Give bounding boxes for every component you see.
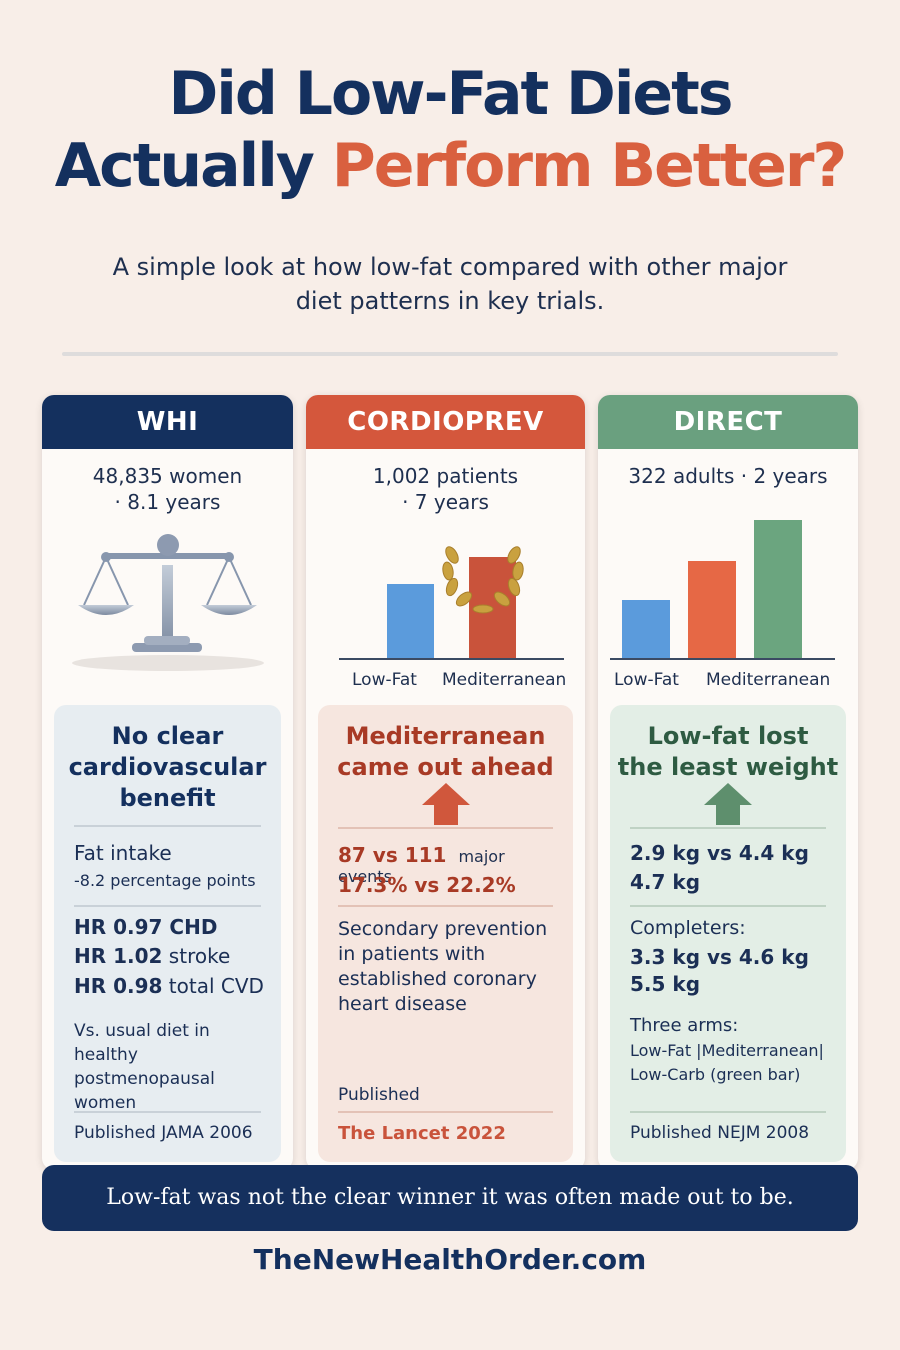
conclusion-banner: Low-fat was not the clear winner it was … [42, 1165, 858, 1231]
cordioprev-summary-panel: Mediterranean came out ahead 87 vs 111 ma… [318, 705, 573, 1162]
direct-verdict: Low-fat lost the least weight [610, 721, 846, 783]
whi-fat-intake-label: Fat intake [74, 841, 172, 865]
whi-hr-chd: HR 0.97 CHD [74, 915, 218, 939]
direct-summary-panel: Low-fat lost the least weight 2.9 kg vs … [610, 705, 846, 1162]
direct-label-low-fat: Low-Fat [614, 670, 679, 690]
cordioprev-axis [339, 658, 564, 660]
whi-duration: · 8.1 years [114, 490, 221, 514]
direct-published: Published NEJM 2008 [630, 1123, 810, 1143]
whi-summary-panel: No clear cardiovascular benefit Fat inta… [54, 705, 281, 1162]
whi-hr-cvd-unit: total CVD [162, 974, 264, 998]
direct-label-mediterranean: Mediterranean [706, 670, 831, 690]
whi-divider-3 [74, 1111, 261, 1113]
subtitle-line-1: A simple look at how low-fat compared wi… [112, 253, 788, 281]
whi-hr-cvd: HR 0.98 total CVD [74, 974, 269, 998]
cordioprev-bar-low-fat [387, 584, 434, 658]
whi-published: Published JAMA 2006 [74, 1123, 253, 1143]
direct-verdict-line-1: Low-fat lost [647, 722, 809, 750]
cordioprev-verdict-line-2: came out ahead [337, 753, 554, 781]
whi-fat-intake-value: -8.2 percentage points [74, 871, 256, 890]
whi-hr-stroke-unit: stroke [162, 944, 231, 968]
whi-divider-2 [74, 905, 261, 907]
laurel-wreath-icon [442, 546, 524, 614]
direct-arms-line-1: Low-Fat |Mediterranean| [630, 1041, 824, 1060]
whi-verdict: No clear cardiovascular benefit [68, 722, 267, 812]
direct-divider-2 [630, 905, 826, 907]
page-title: Did Low-Fat Diets Actually Perform Bette… [0, 58, 900, 202]
direct-arms-line-2: Low-Carb (green bar) [630, 1065, 801, 1084]
whi-participants: 48,835 women [92, 464, 243, 488]
subtitle-line-2: diet patterns in key trials. [295, 287, 605, 315]
cordioprev-published-label: Published [338, 1085, 420, 1105]
direct-arms-label: Three arms: [630, 1015, 739, 1036]
cordioprev-events: 87 vs 111 major events [338, 843, 561, 886]
direct-verdict-line-2: the least weight [617, 753, 839, 781]
title-accent: Perform Better? [331, 131, 847, 201]
whi-context: Vs. usual diet in healthy postmenopausal… [74, 1021, 215, 1113]
cordioprev-header: CORDIOPREV [306, 395, 585, 449]
direct-card: DIRECT 322 adults · 2 years Low-Fat Medi… [598, 395, 858, 1170]
direct-header: DIRECT [598, 395, 858, 449]
cordioprev-card: CORDIOPREV 1,002 patients · 7 years Low-… [306, 395, 585, 1170]
whi-hr-stroke: HR 1.02 stroke [74, 944, 269, 968]
divider [62, 352, 838, 356]
cordioprev-study-info: 1,002 patients · 7 years [306, 463, 585, 515]
cordioprev-divider-3 [338, 1111, 553, 1113]
whi-card: WHI 48,835 women · 8.1 years No clear ca… [42, 395, 293, 1170]
cordioprev-verdict: Mediterranean came out ahead [318, 721, 573, 783]
cordioprev-participants: 1,002 patients [372, 464, 519, 488]
title-line-2: Actually Perform Better? [0, 130, 900, 202]
cordioprev-divider-1 [338, 827, 553, 829]
page-subtitle: A simple look at how low-fat compared wi… [90, 250, 810, 318]
direct-bar-mediterranean [688, 561, 736, 658]
direct-completers-line-1: 3.3 kg vs 4.6 kg [630, 945, 809, 969]
cordioprev-label-low-fat: Low-Fat [352, 670, 417, 690]
direct-completers-label: Completers: [630, 917, 746, 939]
cordioprev-context: Secondary prevention in patients with es… [338, 918, 548, 1015]
direct-completers-line-2: 5.5 kg [630, 972, 701, 996]
cordioprev-verdict-line-1: Mediterranean [345, 722, 546, 750]
direct-axis [610, 658, 835, 660]
direct-weight-line-1: 2.9 kg vs 4.4 kg [630, 841, 809, 865]
cordioprev-events-value: 87 vs 111 [338, 843, 447, 867]
whi-study-info: 48,835 women · 8.1 years [42, 463, 293, 515]
up-arrow-icon [704, 783, 752, 825]
direct-weight-line-2: 4.7 kg [630, 870, 701, 894]
cordioprev-label-mediterranean: Mediterranean [442, 670, 567, 690]
up-arrow-icon [422, 783, 470, 825]
cordioprev-duration: · 7 years [402, 490, 489, 514]
direct-bar-low-carb [754, 520, 802, 658]
cordioprev-divider-2 [338, 905, 553, 907]
title-line-2-part-1: Actually [54, 131, 332, 201]
whi-hr-stroke-value: HR 1.02 [74, 944, 163, 968]
whi-header: WHI [42, 395, 293, 449]
direct-bar-low-fat [622, 600, 670, 658]
direct-divider-1 [630, 827, 826, 829]
direct-divider-3 [630, 1111, 826, 1113]
site-footer: TheNewHealthOrder.com [253, 1243, 647, 1276]
direct-study-info: 322 adults · 2 years [628, 464, 828, 488]
cordioprev-events-label: major events [338, 847, 505, 886]
cordioprev-published-source: The Lancet 2022 [338, 1123, 506, 1144]
whi-hr-cvd-value: HR 0.98 [74, 974, 163, 998]
cordioprev-percent: 17.3% vs 22.2% [338, 873, 516, 897]
whi-divider-1 [74, 825, 261, 827]
title-line-1: Did Low-Fat Diets [168, 59, 734, 129]
balance-scale-icon [72, 534, 264, 671]
